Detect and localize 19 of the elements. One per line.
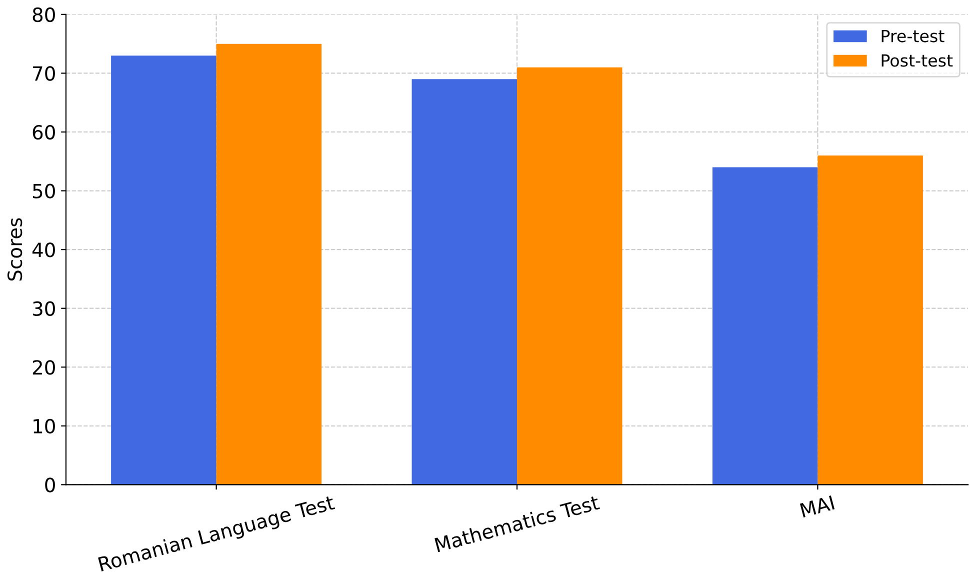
y-tick-label: 60 [32,124,55,140]
legend-label: Post-test [882,54,953,67]
x-tick-label: MAI [800,495,835,518]
y-tick-label: 80 [32,7,55,22]
y-tick-label: 20 [32,360,55,375]
y-tick-label: 10 [34,418,55,434]
legend-label: Pre-test [882,30,944,42]
y-tick-label: 40 [32,242,55,258]
bar [216,44,322,485]
y-axis-title: Scores [7,218,22,281]
bar [517,67,622,485]
bar [111,56,216,485]
y-tick-label: 0 [45,478,55,492]
bar [412,79,518,485]
y-tick-label: 50 [32,184,55,198]
bar [712,167,818,485]
bar [818,156,923,485]
y-tick-label: 70 [33,66,55,81]
y-tick-label: 30 [32,301,55,316]
